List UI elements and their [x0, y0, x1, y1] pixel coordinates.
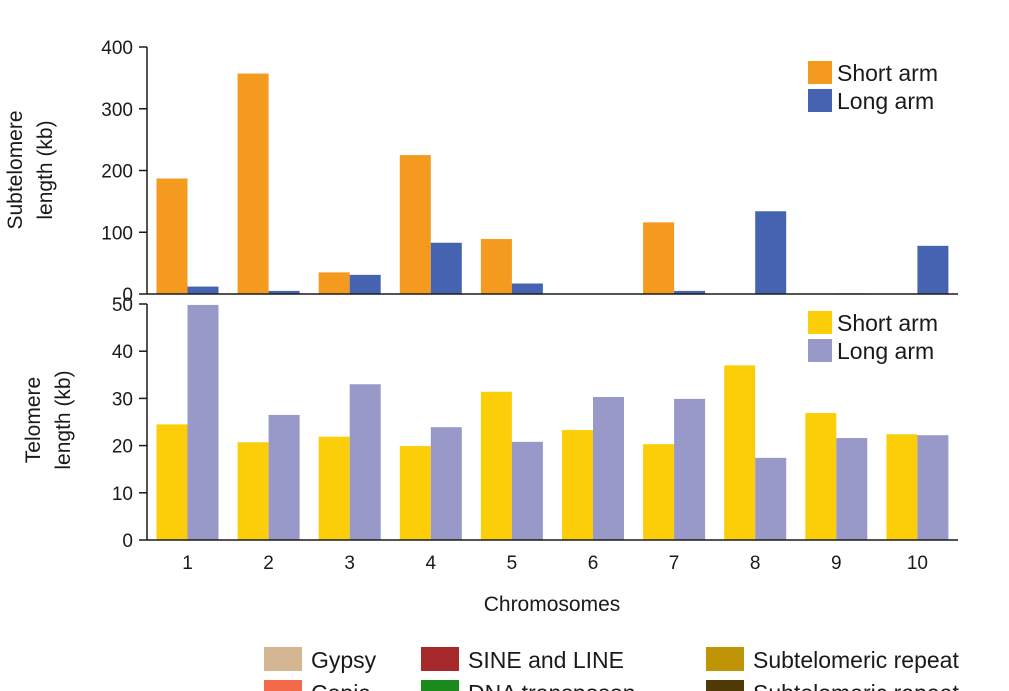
x-tick-label: 7 [669, 553, 680, 574]
y-tick-label-bottom: 0 [122, 531, 133, 552]
bar-top-long-arm [430, 242, 462, 294]
bar-bottom-short-arm [399, 446, 431, 540]
y-tick-label-bottom: 20 [112, 437, 133, 458]
bar-top-short-arm [480, 239, 512, 294]
y-tick-label-bottom: 10 [112, 484, 133, 505]
bar-top-long-arm [917, 245, 949, 294]
te-legend-swatch [706, 680, 744, 691]
y-axis-label-line1-top: Subtelomere [4, 110, 27, 229]
bar-top-short-arm [156, 178, 188, 294]
bar-bottom-long-arm [917, 435, 949, 540]
bar-bottom-long-arm [755, 457, 787, 540]
y-tick-label-top: 0 [122, 285, 133, 306]
te-legend-label: Gypsy [311, 647, 377, 673]
legend-swatch-top [808, 61, 832, 84]
legend-label-top: Long arm [837, 88, 934, 114]
te-legend-swatch [264, 680, 302, 691]
bar-bottom-short-arm [156, 424, 188, 540]
bar-top-long-arm [755, 211, 787, 294]
te-legend-swatch [706, 647, 744, 671]
x-tick-label: 4 [426, 553, 437, 574]
te-legend-swatch [421, 680, 459, 691]
bar-bottom-long-arm [349, 384, 381, 540]
bar-top-long-arm [349, 274, 381, 294]
y-axis-label-line2-top: length (kb) [34, 120, 57, 219]
bar-bottom-long-arm [511, 441, 543, 540]
x-axis-title: Chromosomes [484, 593, 621, 616]
bar-top-short-arm [318, 272, 350, 294]
y-tick-label-top: 100 [101, 223, 133, 244]
bar-bottom-short-arm [562, 430, 593, 540]
bar-bottom-long-arm [674, 398, 706, 540]
x-tick-label: 1 [182, 553, 193, 574]
te-legend-label: Subtelomeric repeat [753, 647, 959, 673]
y-axis-label-line1-bottom: Telomere [22, 377, 45, 463]
legend-swatch-bottom [808, 339, 832, 362]
bar-bottom-short-arm [886, 434, 918, 540]
legend-swatch-top [808, 89, 832, 112]
bar-bottom-long-arm [430, 427, 462, 540]
bar-top-long-arm [674, 290, 706, 294]
x-tick-label: 5 [507, 553, 518, 574]
bar-top-long-arm [511, 283, 543, 294]
te-legend-swatch [264, 647, 302, 671]
te-legend-label: DNA transposon [468, 680, 635, 691]
bar-top-short-arm [399, 155, 431, 294]
te-legend-label: SINE and LINE [468, 647, 624, 673]
bar-bottom-short-arm [805, 413, 837, 540]
bar-bottom-short-arm [480, 391, 512, 540]
y-tick-label-bottom: 30 [112, 389, 133, 410]
x-tick-label: 6 [588, 553, 599, 574]
bar-top-short-arm [643, 222, 675, 294]
x-tick-label: 10 [907, 553, 928, 574]
bar-bottom-short-arm [724, 365, 756, 540]
te-legend-label: Copia [311, 680, 371, 691]
y-axis-label-line2-bottom: length (kb) [52, 370, 75, 469]
te-legend-swatch [421, 647, 459, 671]
legend-label-bottom: Long arm [837, 338, 934, 364]
y-tick-label-bottom: 40 [112, 342, 133, 363]
y-tick-label-top: 400 [101, 38, 133, 59]
te-legend-label: Subtelomeric repeat [753, 680, 959, 691]
legend-label-bottom: Short arm [837, 310, 938, 336]
bar-bottom-short-arm [318, 436, 350, 540]
bar-bottom-short-arm [643, 444, 675, 540]
y-tick-label-bottom: 50 [112, 295, 133, 316]
x-tick-label: 3 [344, 553, 355, 574]
x-tick-label: 8 [750, 553, 761, 574]
x-tick-label: 2 [263, 553, 274, 574]
bar-bottom-long-arm [187, 304, 219, 540]
bar-top-long-arm [268, 290, 300, 294]
bar-bottom-long-arm [593, 396, 624, 540]
bar-bottom-long-arm [268, 414, 300, 540]
bar-top-long-arm [187, 286, 219, 294]
legend-label-top: Short arm [837, 60, 938, 86]
legend-swatch-bottom [808, 311, 832, 334]
bar-top-short-arm [237, 73, 269, 295]
y-tick-label-top: 200 [101, 162, 133, 183]
bar-bottom-long-arm [836, 438, 868, 540]
y-tick-label-top: 300 [101, 100, 133, 121]
x-tick-label: 9 [831, 553, 842, 574]
bar-bottom-short-arm [237, 442, 269, 540]
